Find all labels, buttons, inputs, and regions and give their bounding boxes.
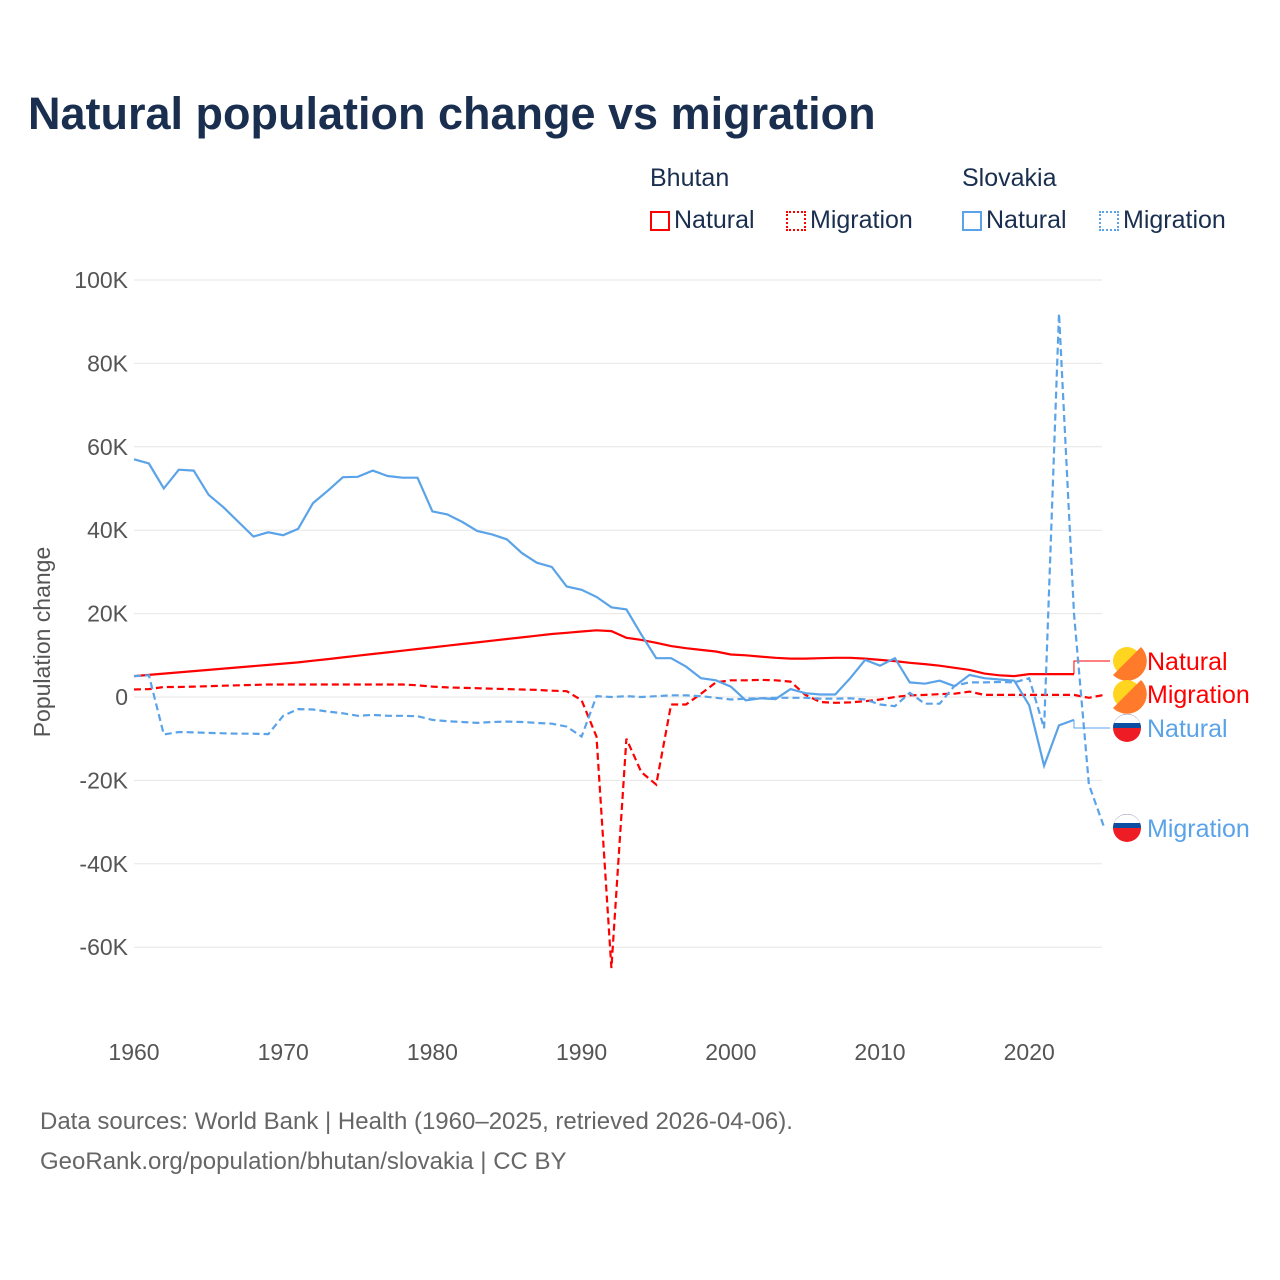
legend-slovakia-migration[interactable]: Migration bbox=[1099, 206, 1226, 235]
legend-swatch-solid bbox=[650, 211, 670, 231]
series-line-bhutan-migration bbox=[133, 678, 1105, 969]
series-end-label: Natural bbox=[1147, 648, 1228, 676]
flag-band bbox=[1114, 814, 1140, 823]
legend-label: Natural bbox=[674, 206, 755, 234]
x-tick-label: 1960 bbox=[108, 1039, 159, 1065]
y-tick-label: 20K bbox=[87, 601, 129, 627]
legend-label: Migration bbox=[1123, 206, 1226, 234]
legend-group-slovakia: Slovakia bbox=[962, 164, 1057, 192]
legend-bhutan-migration[interactable]: Migration bbox=[786, 206, 913, 235]
series-end-label: Migration bbox=[1147, 681, 1250, 709]
legend-swatch-dotted bbox=[786, 211, 806, 231]
leader-line bbox=[1073, 660, 1110, 675]
legend-label: Migration bbox=[810, 206, 913, 234]
x-tick-label: 2020 bbox=[1004, 1039, 1055, 1065]
series-line-bhutan-natural bbox=[133, 629, 1074, 678]
legend-swatch-dotted bbox=[1099, 211, 1119, 231]
footer-link[interactable]: GeoRank.org/population/bhutan/slovakia |… bbox=[40, 1148, 567, 1175]
bhutan-flag-half bbox=[1113, 647, 1147, 681]
x-tick-label: 1990 bbox=[556, 1039, 607, 1065]
y-tick-label: -40K bbox=[79, 851, 128, 877]
x-tick-label: 1970 bbox=[258, 1039, 309, 1065]
legend-bhutan-natural[interactable]: Natural bbox=[650, 206, 755, 235]
y-tick-label: -20K bbox=[79, 767, 128, 793]
bhutan-flag-half bbox=[1113, 680, 1147, 714]
legend-swatch-solid bbox=[962, 211, 982, 231]
series-line-slovakia-natural bbox=[133, 458, 1075, 770]
flag-band bbox=[1114, 714, 1140, 723]
chart-title: Natural population change vs migration bbox=[28, 88, 876, 139]
x-tick-label: 1980 bbox=[407, 1039, 458, 1065]
series-line-slovakia-migration bbox=[133, 313, 1105, 827]
y-axis-label: Population change bbox=[29, 547, 55, 738]
x-tick-label: 2000 bbox=[705, 1039, 756, 1065]
legend-label: Natural bbox=[986, 206, 1067, 234]
y-tick-label: 80K bbox=[87, 350, 129, 376]
y-tick-label: -60K bbox=[79, 934, 128, 960]
y-tick-label: 60K bbox=[87, 434, 129, 460]
y-tick-label: 100K bbox=[74, 267, 128, 293]
legend-group-bhutan: Bhutan bbox=[650, 164, 730, 192]
legend-slovakia-natural[interactable]: Natural bbox=[962, 206, 1067, 235]
series-end-label: Migration bbox=[1147, 815, 1250, 843]
y-tick-label: 0 bbox=[115, 684, 128, 710]
x-tick-label: 2010 bbox=[854, 1039, 905, 1065]
series-end-label: Natural bbox=[1147, 715, 1228, 743]
leader-line bbox=[1073, 719, 1110, 729]
y-tick-label: 40K bbox=[87, 517, 129, 543]
footer-sources: Data sources: World Bank | Health (1960–… bbox=[40, 1108, 793, 1135]
